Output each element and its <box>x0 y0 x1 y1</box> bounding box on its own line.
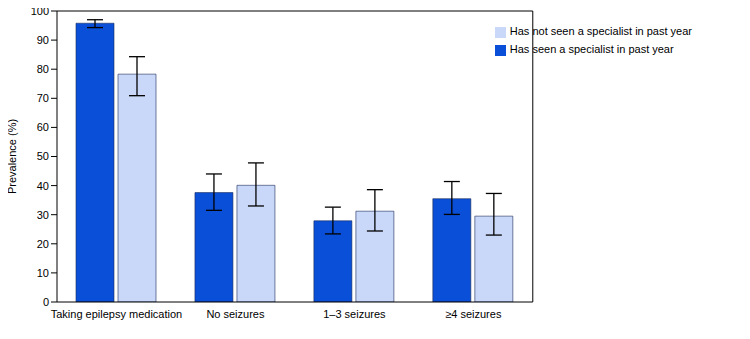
svg-text:70: 70 <box>37 92 49 104</box>
svg-text:0: 0 <box>43 296 49 308</box>
svg-text:20: 20 <box>37 238 49 250</box>
svg-text:1–3 seizures: 1–3 seizures <box>323 308 386 320</box>
svg-text:60: 60 <box>37 121 49 133</box>
svg-text:No seizures: No seizures <box>206 308 265 320</box>
svg-text:100: 100 <box>31 8 49 17</box>
svg-text:80: 80 <box>37 63 49 75</box>
svg-text:Taking epilepsy medication: Taking epilepsy medication <box>51 308 182 320</box>
svg-text:90: 90 <box>37 34 49 46</box>
html-text:Has seen a specialist in past: Has seen a specialist in past year <box>509 43 674 55</box>
svg-text:50: 50 <box>37 150 49 162</box>
svg-text:Prevalence (%): Prevalence (%) <box>8 119 18 194</box>
svg-text:≥4 seizures: ≥4 seizures <box>445 308 502 320</box>
svg-text:10: 10 <box>37 267 49 279</box>
html-text:Has not seen a specialist in p: Has not seen a specialist in past year <box>509 25 692 37</box>
svg-text:40: 40 <box>37 180 49 192</box>
svg-text:30: 30 <box>37 209 49 221</box>
